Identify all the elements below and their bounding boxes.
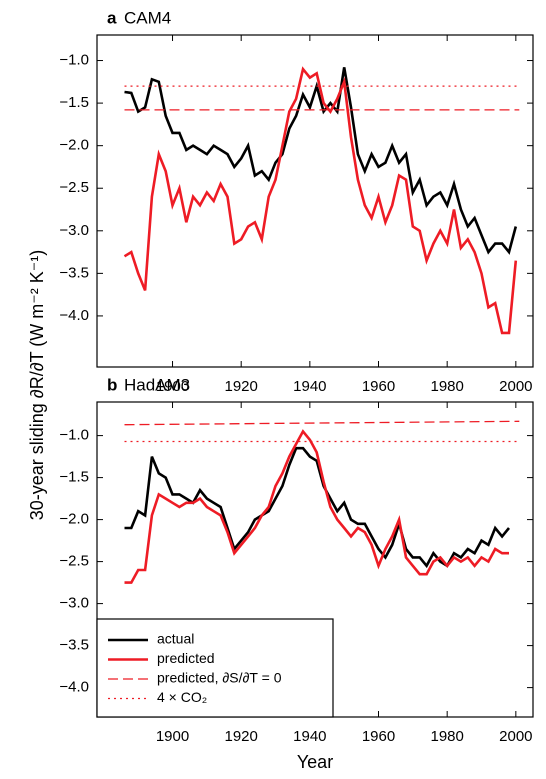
x-tick-label: 1900 <box>156 378 189 395</box>
y-tick-label: −4.0 <box>59 679 89 696</box>
series-line <box>124 420 520 426</box>
y-tick-label: −2.0 <box>59 137 89 154</box>
y-tick-label: −4.0 <box>59 307 89 324</box>
x-axis-label: Year <box>297 752 333 772</box>
chart-title: HadAM3 <box>124 375 190 394</box>
series-line <box>124 446 511 569</box>
y-tick-label: −3.5 <box>59 637 89 654</box>
legend-box <box>96 618 334 718</box>
panel-label: a <box>107 8 117 27</box>
y-tick-label: −1.5 <box>59 94 89 111</box>
y-tick-label: −3.0 <box>59 595 89 612</box>
x-tick-label: 1940 <box>293 728 326 745</box>
legend-label: predicted <box>157 650 215 666</box>
series-line <box>123 66 518 335</box>
legend-label: actual <box>157 631 194 647</box>
series-line <box>124 67 518 255</box>
y-tick-label: −2.0 <box>59 511 89 528</box>
x-tick-label: 1980 <box>430 728 463 745</box>
x-tick-label: 1940 <box>293 378 326 395</box>
x-tick-label: 1960 <box>362 378 395 395</box>
x-tick-label: 1920 <box>225 378 258 395</box>
y-axis-label: 30-year sliding ∂R/∂T (W m⁻² K⁻¹) <box>27 250 47 521</box>
x-tick-label: 1900 <box>156 728 189 745</box>
y-tick-label: −3.0 <box>59 222 89 239</box>
y-tick-label: −1.5 <box>59 469 89 486</box>
series-line <box>124 429 509 584</box>
x-tick-label: 2000 <box>499 378 532 395</box>
x-tick-label: 2000 <box>499 728 532 745</box>
y-tick-label: −2.5 <box>59 179 89 196</box>
chart-title: CAM4 <box>124 8 171 27</box>
legend-label: predicted, ∂S/∂T = 0 <box>157 670 282 686</box>
plot-frame <box>96 34 534 368</box>
panel-label: b <box>107 375 117 394</box>
x-tick-label: 1920 <box>225 728 258 745</box>
x-tick-label: 1980 <box>430 378 463 395</box>
y-tick-label: −1.0 <box>59 52 89 69</box>
legend-label: 4 × CO₂ <box>157 689 207 705</box>
y-tick-label: −3.5 <box>59 264 89 281</box>
y-tick-label: −2.5 <box>59 553 89 570</box>
x-tick-label: 1960 <box>362 728 395 745</box>
y-tick-label: −1.0 <box>59 427 89 444</box>
